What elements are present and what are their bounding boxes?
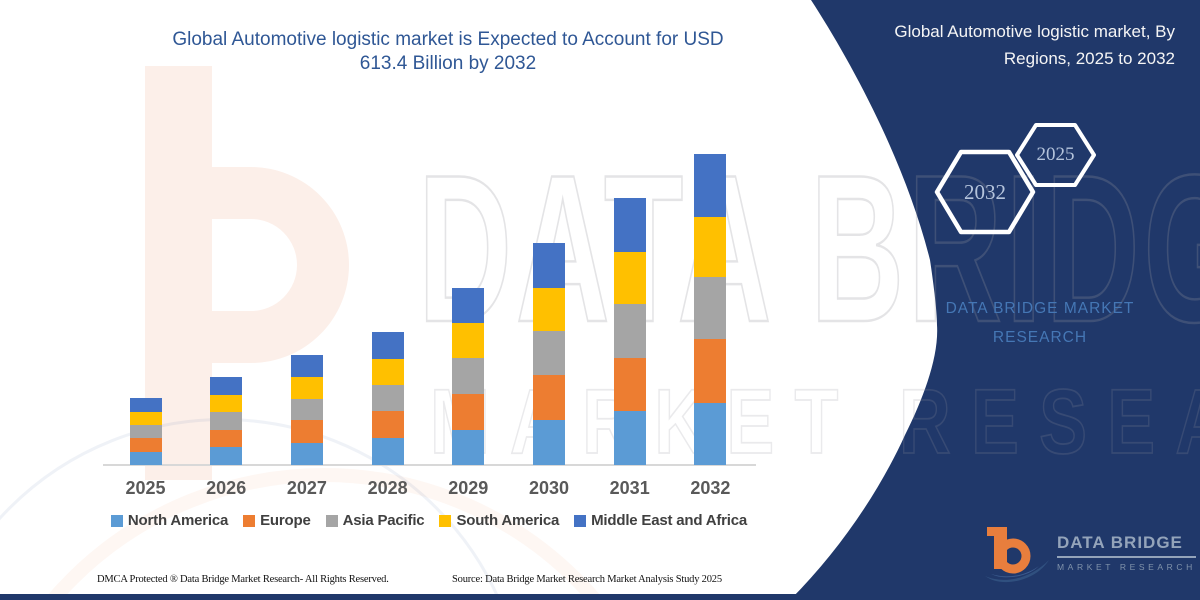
bar-segment [371,331,404,359]
bar-segment [694,403,727,465]
side-panel-title-line2: Regions, 2025 to 2032 [1003,49,1175,68]
legend-swatch [439,514,452,527]
bar-segment [290,442,323,465]
data-bridge-logo: DATA BRIDGE MARKET RESEARCH [983,524,1196,584]
bar-segment [290,398,323,421]
bar-segment [210,395,243,413]
bar-segment [290,377,323,399]
bar-segment [694,217,727,277]
x-axis-label: 2025 [125,478,166,498]
bar-segment [210,447,243,465]
stacked-bar-2025 [129,398,162,465]
bar-segment [290,420,323,443]
legend-item: Middle East and Africa [574,512,747,529]
stacked-bar-2026 [210,376,243,465]
legend-item: Europe [243,512,311,529]
stacked-bar-2029 [452,287,485,465]
bar-segment [613,198,646,252]
bottom-accent-strip [0,594,1200,600]
bar-segment [371,358,404,385]
bar-segment [452,358,485,394]
bar-segment [129,398,162,412]
legend-item: South America [439,512,559,529]
bar-segment [452,429,485,465]
bar-segment [613,251,646,305]
x-axis-label: 2030 [528,478,570,498]
stacked-bar-2028 [371,331,404,465]
bar-segment [129,451,162,465]
bar-segment [452,287,485,324]
bar-segment [129,411,162,425]
bar-segment [533,331,565,376]
bar-segment [371,438,404,465]
bar-segment [533,375,565,421]
legend-swatch [110,514,123,527]
logo-subtitle-text: MARKET RESEARCH [1057,562,1196,572]
bar-segment [533,243,565,288]
legend-label: North America [127,512,229,529]
legend-item: North America [110,512,229,529]
bar-segment [129,438,162,452]
chart-title: Global Automotive logistic market is Exp… [138,28,758,76]
side-panel-title: Global Automotive logistic market, By Re… [755,18,1175,72]
stacked-bar-2030 [533,243,565,465]
legend-label: South America [456,512,560,529]
hexagon-2025-badge [1015,123,1096,187]
bar-segment [613,357,646,412]
bar-segment [371,384,404,412]
legend-item: Asia Pacific [325,512,425,529]
bar-segment [210,429,243,448]
bar-segment [452,393,485,430]
legend-label: Europe [260,512,311,529]
legend-swatch [325,514,338,527]
bar-segment [613,304,646,358]
hexagon-2032-label: 2032 [964,179,1006,204]
x-axis-label: 2031 [609,478,650,498]
side-panel-brand-text: DATA BRIDGE MARKET RESEARCH [945,300,1135,346]
bar-segment [694,154,727,218]
legend-swatch [243,514,256,527]
chart-legend: North America Europe Asia Pacific South Ame… [100,512,758,529]
x-axis-line [103,464,756,466]
chart-title-line2: 613.4 Billion by 2032 [359,53,537,74]
bar-segment [694,276,727,340]
hexagon-2025-label: 2025 [1036,144,1075,165]
data-bridge-logo-icon [985,527,1049,583]
chart-title-line1: Global Automotive logistic market is Exp… [172,29,724,50]
legend-label: Asia Pacific [342,512,425,529]
bar-segment [210,412,243,430]
x-axis-label: 2032 [690,478,731,498]
logo-brand-text: DATA BRIDGE [1057,533,1196,558]
stacked-bar-2031 [613,198,646,465]
stacked-bar-2032 [694,154,727,465]
bar-segment [129,424,162,439]
x-axis-label: 2026 [206,478,247,498]
bar-segment [533,420,565,465]
side-panel-title-line1: Global Automotive logistic market, By [894,22,1175,41]
x-axis-label: 2027 [286,478,327,498]
bar-segment [210,376,243,396]
legend-swatch [574,514,587,527]
bar-segment [613,411,646,465]
legend-label: Middle East and Africa [591,512,748,529]
bar-segment [694,339,727,404]
stacked-bar-2027 [290,355,323,465]
bar-segment [371,411,404,439]
bar-segment [533,287,565,332]
footer-copyright: DMCA Protected ® Data Bridge Market Rese… [97,574,389,585]
x-axis-label: 2029 [448,478,489,498]
hexagon-2032-badge [934,149,1036,235]
bar-segment [290,355,323,378]
bar-segment [452,323,485,359]
x-axis-label: 2028 [367,478,408,498]
footer-source: Source: Data Bridge Market Research Mark… [452,574,722,585]
